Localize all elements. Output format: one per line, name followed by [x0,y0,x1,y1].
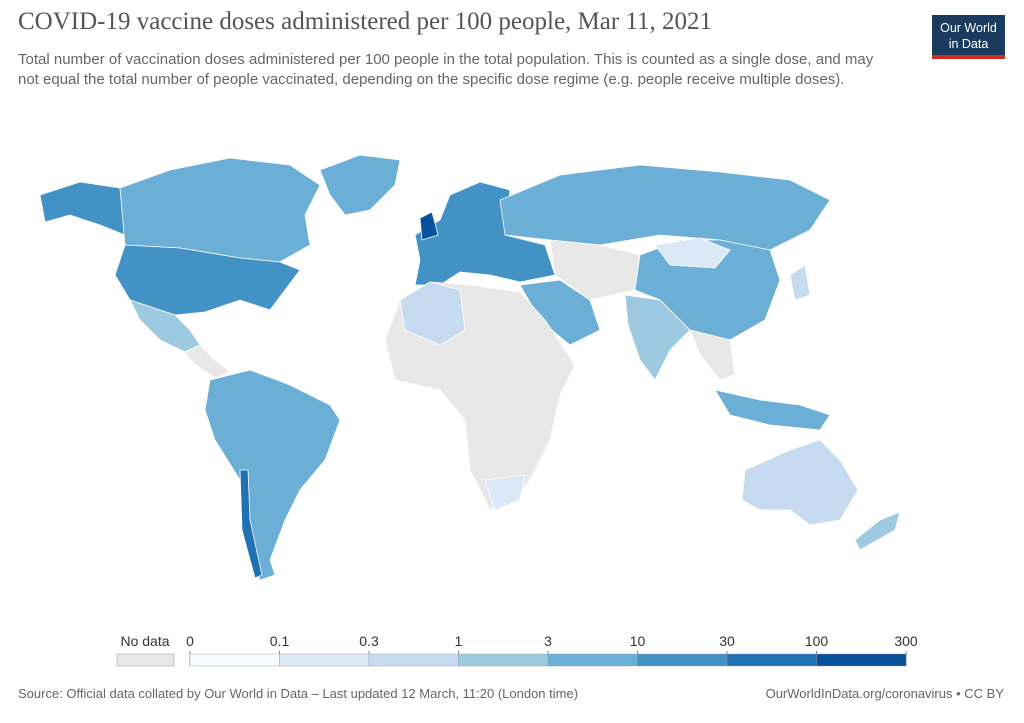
legend: No data 0 0.1 0.3 1 3 10 30 100 300 [116,633,918,667]
logo-line: Our World [940,21,997,35]
new-zealand [854,511,901,551]
legend-tick-label: 3 [544,633,552,649]
legend-bin [726,653,817,667]
legend-bin [368,653,459,667]
legend-bin [279,653,370,667]
mongolia [654,237,731,269]
se-asia [689,329,736,381]
chile [239,469,263,579]
world-map [39,154,901,581]
no-data-swatch [116,653,175,667]
legend-tick-label: 1 [455,633,463,649]
legend-tick-label: 0.1 [270,633,290,649]
japan [789,264,811,301]
legend-tick-label: 0 [186,633,194,649]
title: COVID-19 vaccine doses administered per … [18,8,713,35]
legend-bin [637,653,728,667]
legend-tick-label: 100 [805,633,829,649]
central-america [184,344,231,379]
russia [499,164,831,251]
uk [419,211,439,241]
legend-tick-label: 30 [719,633,735,649]
legend-tick-label: 10 [630,633,646,649]
legend-bin [189,653,280,667]
south-america [204,369,341,581]
north-africa [399,281,466,346]
source: Source: Official data collated by Our Wo… [18,686,579,701]
logo-line: in Data [948,37,989,51]
india [624,294,691,381]
legend-tick-label: 0.3 [359,633,379,649]
logo[interactable]: Our World in Data [932,15,1005,59]
south-africa [484,474,526,511]
legend-bin [547,653,638,667]
legend-tick-label: 300 [894,633,918,649]
subtitle: Total number of vaccination doses admini… [18,51,874,88]
greenland [319,154,401,216]
australia [741,439,859,526]
no-data-label: No data [120,633,169,649]
link[interactable]: OurWorldInData.org/coronavirus • CC BY [765,686,1004,701]
europe [414,181,556,286]
alaska [39,181,126,236]
legend-bin [816,653,907,667]
indonesia [714,389,831,431]
legend-bin [458,653,549,667]
